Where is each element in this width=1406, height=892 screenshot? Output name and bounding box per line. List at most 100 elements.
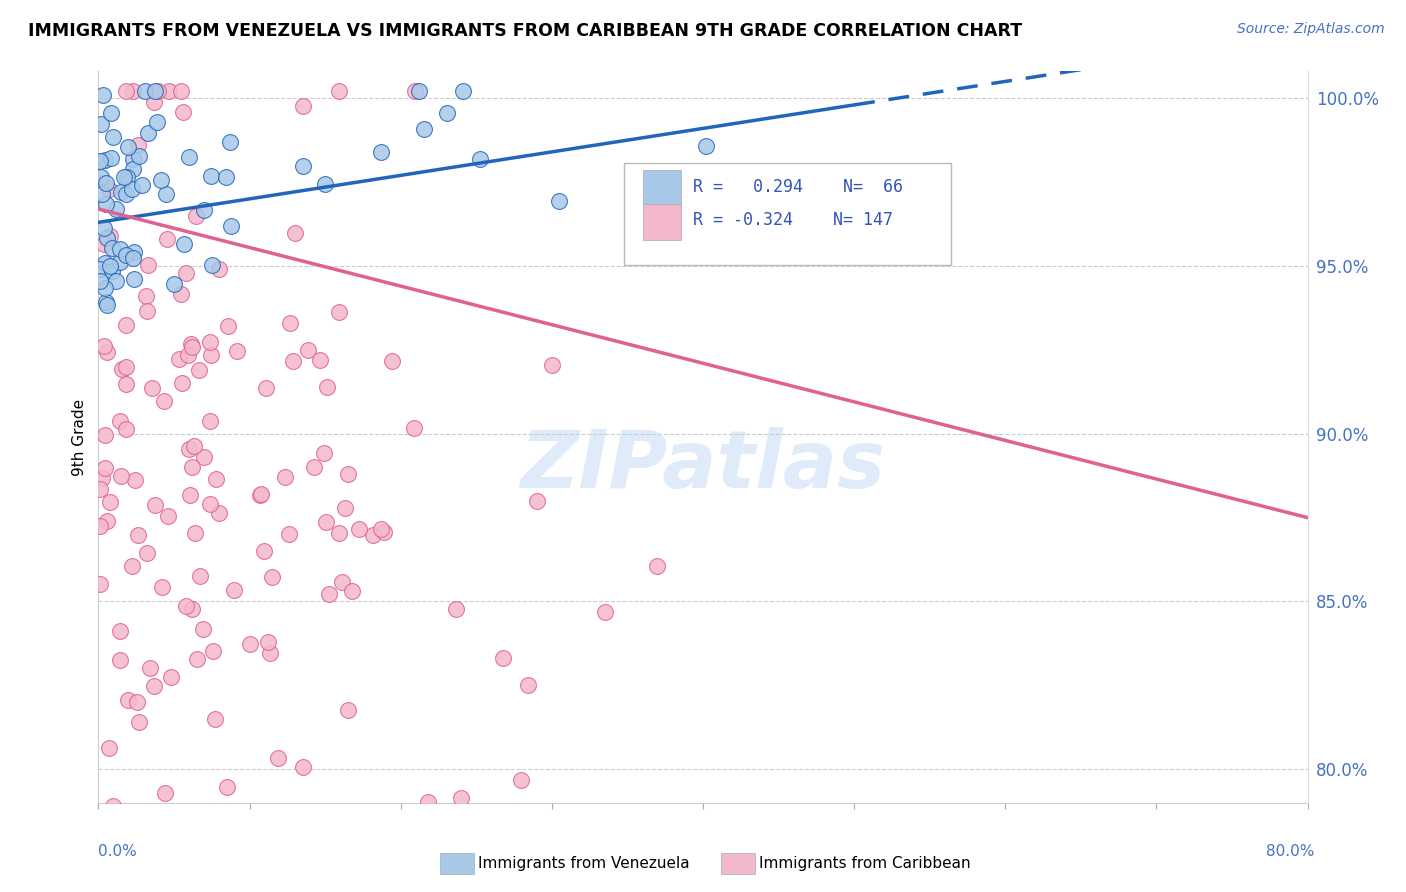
Point [172, 376, 194, 390]
Point [117, 693, 139, 707]
Point [181, 601, 204, 615]
Point [131, 178, 153, 193]
Point [155, 187, 177, 202]
Point [188, 363, 211, 377]
Point [145, 499, 167, 513]
Point [110, 185, 132, 199]
Point [94, 153, 117, 167]
Point [110, 469, 132, 483]
Point [94, 281, 117, 295]
Point [204, 712, 226, 726]
Point [664, 830, 686, 844]
Point [328, 526, 350, 541]
Point [347, 522, 370, 536]
Point [167, 828, 190, 842]
Point [139, 660, 162, 674]
Point [104, 274, 127, 288]
Point [100, 495, 122, 509]
Point [250, 486, 273, 500]
Point [128, 714, 150, 729]
Point [135, 289, 157, 303]
Point [89, 518, 111, 533]
Point [229, 830, 252, 844]
Point [117, 139, 139, 153]
Point [260, 570, 283, 584]
Point [115, 422, 138, 436]
Point [180, 340, 202, 354]
Point [308, 353, 330, 368]
Point [205, 472, 228, 486]
Point [135, 303, 157, 318]
Point [108, 414, 131, 428]
Point [94, 176, 117, 190]
Point [101, 129, 124, 144]
Point [451, 85, 474, 99]
Point [219, 219, 242, 233]
Point [201, 258, 224, 272]
Point [115, 169, 138, 184]
Point [336, 703, 359, 717]
Point [200, 497, 222, 511]
Point [179, 150, 201, 164]
Point [200, 414, 222, 428]
Point [157, 508, 180, 523]
Point [354, 830, 377, 844]
Point [115, 248, 138, 262]
Point [373, 525, 395, 540]
Text: 0.0%: 0.0% [98, 845, 138, 859]
Point [312, 445, 335, 459]
Point [190, 568, 212, 582]
Point [169, 352, 191, 367]
Point [157, 85, 180, 99]
Point [108, 830, 131, 844]
Point [333, 500, 356, 515]
FancyBboxPatch shape [643, 170, 682, 206]
Point [94, 294, 117, 309]
Point [128, 149, 150, 163]
Point [122, 85, 145, 99]
Point [200, 348, 222, 362]
Point [141, 381, 163, 395]
Point [259, 647, 281, 661]
Point [316, 380, 339, 394]
Point [593, 605, 616, 619]
Point [224, 582, 246, 597]
Point [145, 115, 167, 129]
Point [121, 182, 143, 196]
Point [297, 343, 319, 357]
Point [257, 634, 280, 648]
Point [186, 652, 208, 666]
Point [207, 506, 229, 520]
Point [153, 394, 176, 409]
Point [93, 428, 115, 442]
Point [101, 264, 124, 278]
Point [202, 644, 225, 658]
Point [315, 515, 337, 529]
Point [404, 85, 426, 99]
Point [517, 678, 540, 692]
Point [363, 528, 385, 542]
Point [492, 651, 515, 665]
FancyBboxPatch shape [643, 203, 682, 240]
Point [101, 241, 124, 255]
Point [89, 154, 111, 169]
Point [143, 680, 166, 694]
Point [124, 473, 146, 487]
Point [174, 266, 197, 280]
Point [170, 85, 193, 99]
Point [198, 334, 221, 349]
Text: ZIPatlas: ZIPatlas [520, 427, 886, 506]
Point [96, 345, 118, 359]
Point [169, 830, 191, 844]
Point [101, 799, 124, 814]
Point [156, 232, 179, 246]
Point [249, 488, 271, 502]
Point [468, 152, 491, 166]
Point [450, 791, 472, 805]
Y-axis label: 9th Grade: 9th Grade [72, 399, 87, 475]
Point [111, 362, 134, 376]
Point [121, 558, 143, 573]
Point [114, 187, 136, 202]
Point [280, 316, 302, 330]
Point [91, 470, 114, 484]
